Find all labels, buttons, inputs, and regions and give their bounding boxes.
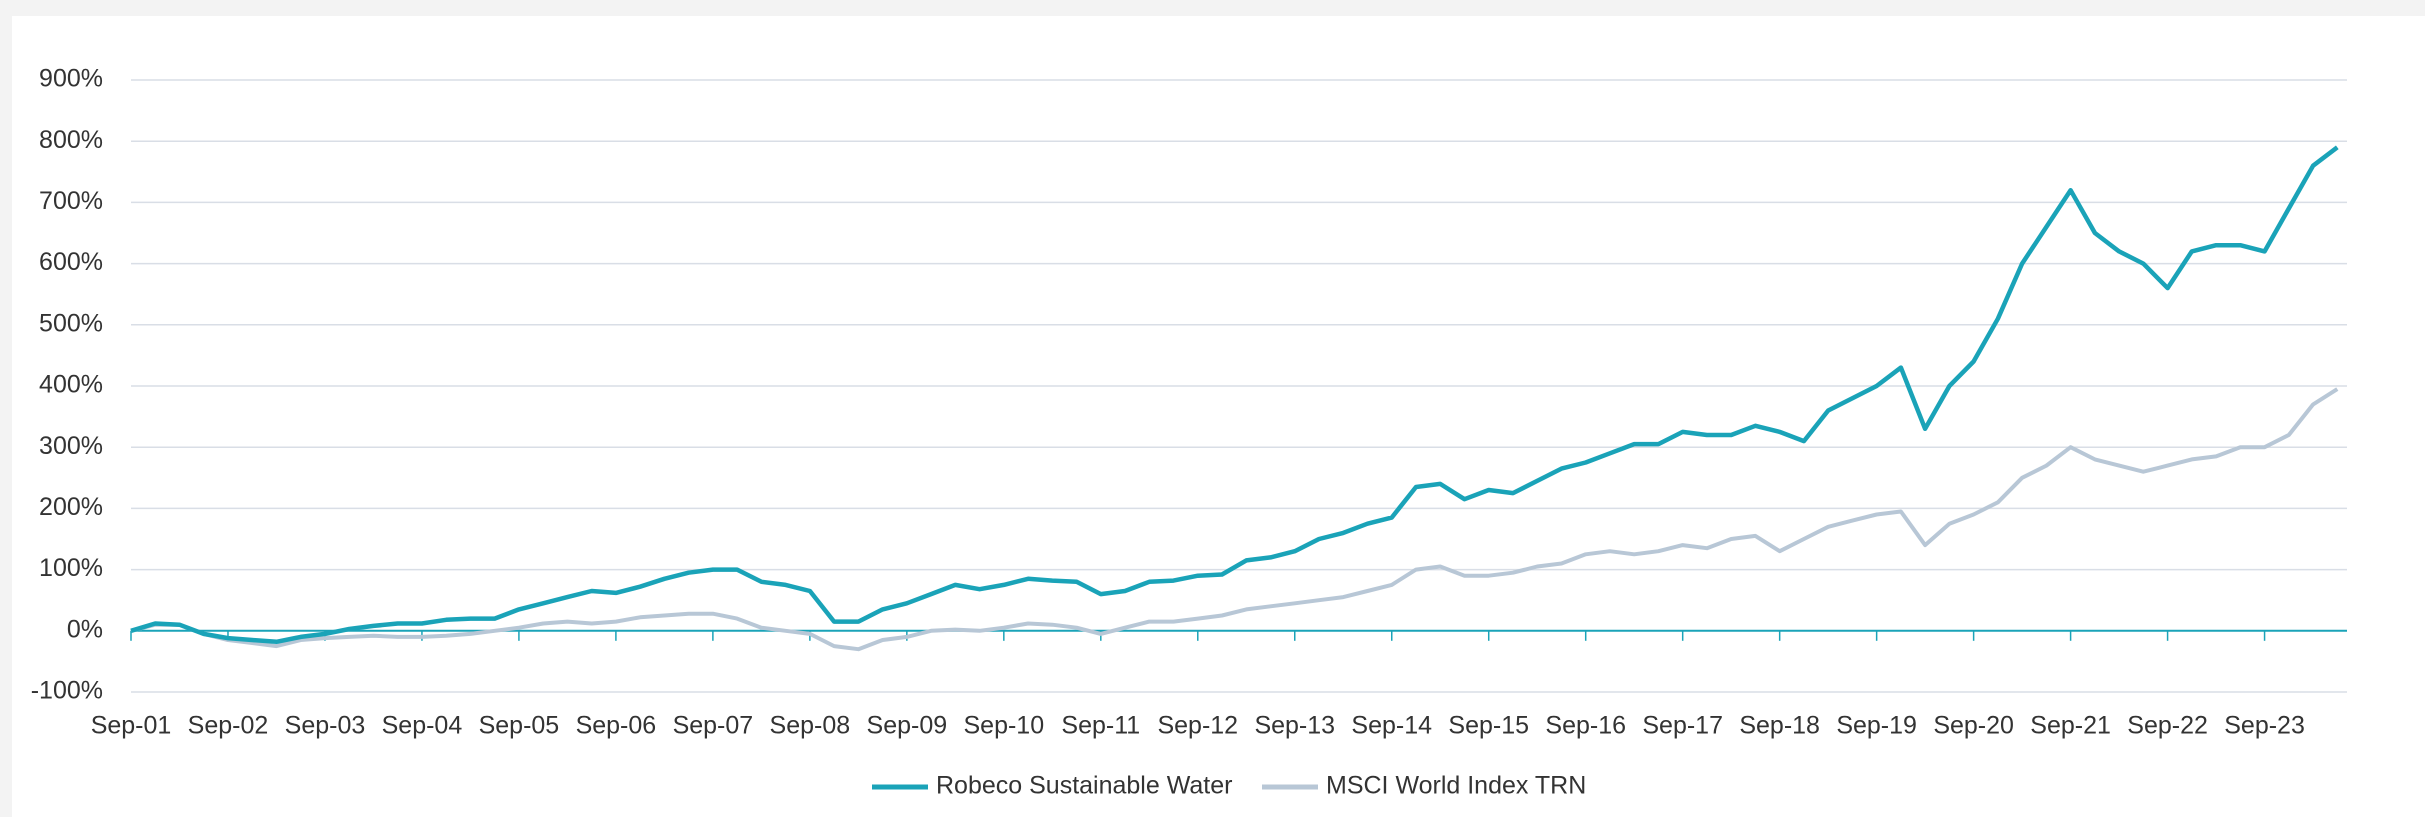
- x-tick-label: Sep-06: [576, 712, 657, 740]
- x-tick-label: Sep-10: [964, 712, 1045, 740]
- y-tick-label: 500%: [39, 309, 103, 337]
- x-tick-label: Sep-18: [1739, 712, 1820, 740]
- x-tick-label: Sep-17: [1642, 712, 1723, 740]
- y-tick-label: 900%: [39, 65, 103, 93]
- y-tick-label: 100%: [39, 554, 103, 582]
- x-tick-label: Sep-01: [91, 712, 172, 740]
- y-tick-label: 400%: [39, 371, 103, 399]
- card: [12, 16, 2425, 817]
- y-tick-label: -100%: [31, 677, 103, 705]
- x-tick-label: Sep-20: [1933, 712, 2014, 740]
- x-tick-label: Sep-22: [2127, 712, 2208, 740]
- x-tick-label: Sep-11: [1061, 712, 1140, 740]
- x-tick-label: Sep-23: [2224, 712, 2305, 740]
- y-tick-label: 700%: [39, 187, 103, 215]
- x-tick-label: Sep-07: [673, 712, 754, 740]
- x-tick-label: Sep-14: [1351, 712, 1432, 740]
- x-tick-label: Sep-19: [1836, 712, 1917, 740]
- legend-label: MSCI World Index TRN: [1326, 772, 1586, 800]
- x-tick-label: Sep-12: [1157, 712, 1238, 740]
- series-line: [130, 145, 2339, 645]
- x-tick-label: Sep-05: [479, 712, 560, 740]
- x-tick-label: Sep-03: [285, 712, 366, 740]
- legend-label: Robeco Sustainable Water: [936, 772, 1232, 800]
- x-tick-label: Sep-15: [1448, 712, 1529, 740]
- x-tick-label: Sep-16: [1545, 712, 1626, 740]
- x-tick-label: Sep-13: [1254, 712, 1335, 740]
- x-tick-label: Sep-09: [867, 712, 948, 740]
- y-tick-label: 300%: [39, 432, 103, 460]
- y-tick-label: 800%: [39, 126, 103, 154]
- x-tick-label: Sep-02: [188, 712, 269, 740]
- x-tick-label: Sep-21: [2030, 712, 2111, 740]
- series-line: [130, 387, 2339, 652]
- x-tick-label: Sep-04: [382, 712, 463, 740]
- y-tick-label: 600%: [39, 248, 103, 276]
- x-tick-label: Sep-08: [770, 712, 851, 740]
- y-tick-label: 0%: [67, 615, 103, 643]
- y-tick-label: 200%: [39, 493, 103, 521]
